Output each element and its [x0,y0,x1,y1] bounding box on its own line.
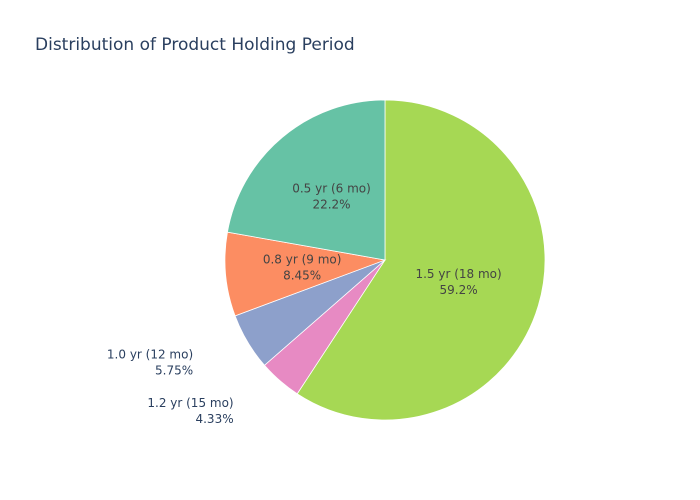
pie-label-name: 1.0 yr (12 mo) [107,347,193,361]
pie-label-0-5-yr-6-mo: 0.5 yr (6 mo) 22.2% [292,181,371,211]
chart-title: Distribution of Product Holding Period [35,35,355,55]
pie-label-1-0-yr-12-mo: 1.0 yr (12 mo) 5.75% [107,347,193,377]
pie-label-percent: 8.45% [283,269,321,283]
pie-label-name: 0.5 yr (6 mo) [292,181,371,195]
pie-label-percent: 59.2% [440,283,478,297]
pie-slices [224,99,546,421]
pie-labels: 1.5 yr (18 mo) 59.2%1.2 yr (15 mo) 4.33%1.… [107,181,502,426]
pie-label-name: 1.2 yr (15 mo) [147,396,233,410]
pie-label-name: 1.5 yr (18 mo) [415,267,501,281]
pie-label-name: 0.8 yr (9 mo) [263,253,342,267]
pie-label-percent: 5.75% [155,363,193,377]
pie-slice-0-5-yr-6-mo[interactable] [226,99,386,261]
pie-label-1-5-yr-18-mo: 1.5 yr (18 mo) 59.2% [415,267,501,297]
pie-label-0-8-yr-9-mo: 0.8 yr (9 mo) 8.45% [263,253,342,283]
pie-label-percent: 22.2% [312,197,350,211]
pie-label-percent: 4.33% [195,412,233,426]
pie-slice-1-5-yr-18-mo[interactable] [296,99,546,421]
pie-label-1-2-yr-15-mo: 1.2 yr (15 mo) 4.33% [147,396,233,426]
